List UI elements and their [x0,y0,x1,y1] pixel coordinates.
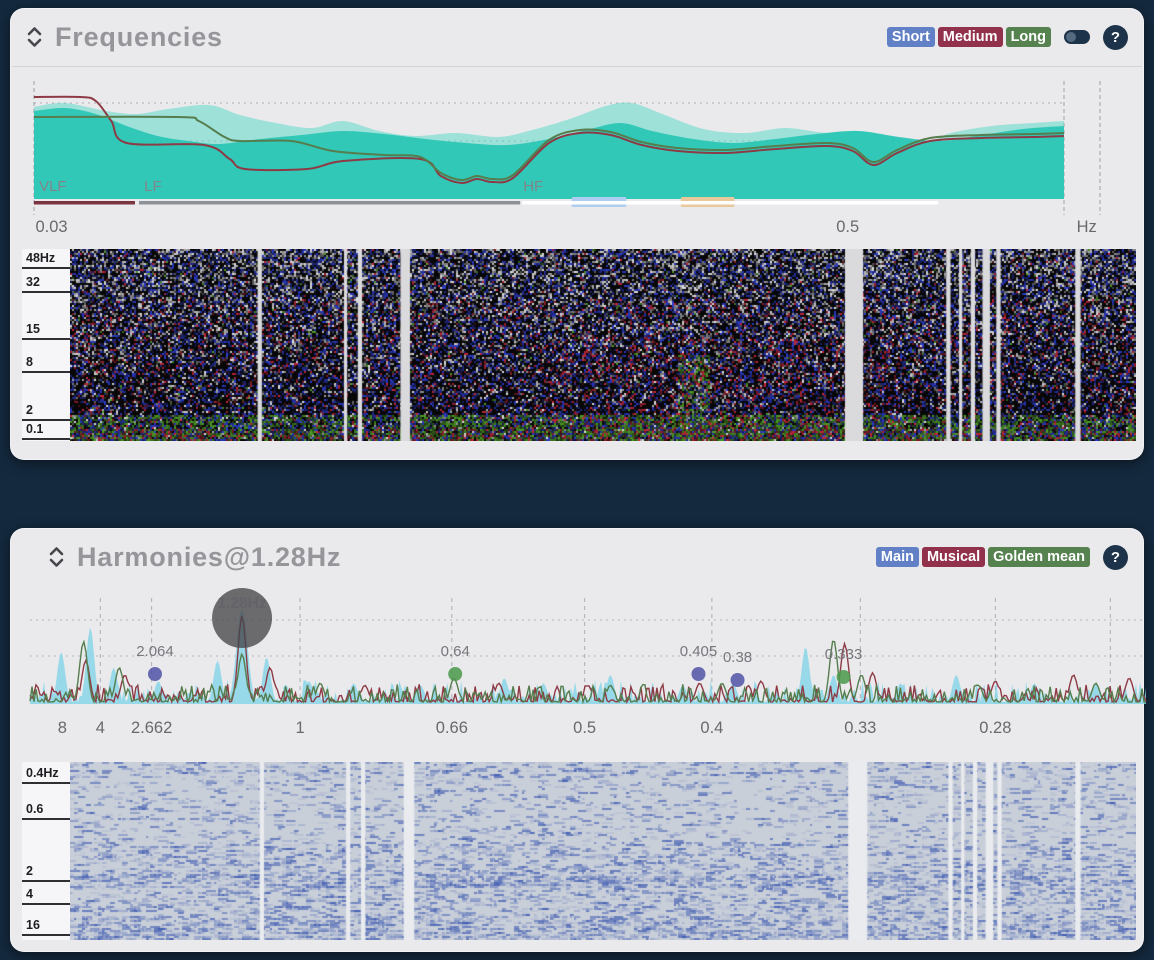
harmonies-header: Harmonies@1.28Hz Main Musical Golden mea… [10,528,1144,586]
collapse-expand-icon[interactable] [48,545,65,569]
x-tick: 0.5 [573,719,596,738]
x-tick: 8 [58,719,67,738]
frequencies-help-button[interactable]: ? [1103,25,1128,50]
svg-text:0.333: 0.333 [825,646,863,663]
x-tick: 0.28 [979,719,1011,738]
svg-text:0.405: 0.405 [680,643,718,660]
y-axis-label: 16 [22,917,70,936]
harmonies-spectrogram-canvas[interactable] [70,762,1136,940]
svg-text:0.64: 0.64 [441,643,470,660]
toggle-knob [1066,32,1076,42]
frequencies-legend: Short Medium Long ? [887,25,1128,50]
harmonies-spectrogram-y-axis: 0.4Hz 0.6 2 4 16 [22,762,70,940]
x-tick: 1 [295,719,304,738]
legend-badge-medium[interactable]: Medium [938,27,1003,47]
frequencies-title: Frequencies [55,22,223,53]
harmonies-spectrogram: 0.4Hz 0.6 2 4 16 [22,762,1136,940]
legend-toggle[interactable] [1064,30,1090,44]
harmonies-x-axis: 8 4 2.662 1 0.66 0.5 0.4 0.33 0.28 [30,716,1146,746]
collapse-expand-icon[interactable] [26,25,43,49]
svg-text:VLF: VLF [39,178,67,195]
harmonies-chart[interactable]: 1.28Hz 2.064 0.64 0.405 0.38 0.333 [30,592,1146,716]
svg-text:LF: LF [144,178,162,195]
frequencies-panel: Frequencies Short Medium Long ? VLFLFHF … [10,8,1144,460]
legend-badge-short[interactable]: Short [887,27,935,47]
y-axis-label: 8 [22,354,70,373]
svg-text:2.064: 2.064 [136,643,174,660]
frequencies-header: Frequencies Short Medium Long ? [10,8,1144,66]
svg-text:0.38: 0.38 [723,649,752,666]
x-tick: 2.662 [131,719,172,738]
y-axis-label: 0.1 [22,421,70,440]
y-axis-label: 0.6 [22,801,70,820]
harmonies-chart-svg: 1.28Hz 2.064 0.64 0.405 0.38 0.333 [30,592,1146,716]
x-tick: 4 [96,719,105,738]
legend-badge-main[interactable]: Main [876,547,919,567]
frequencies-spectrogram: 48Hz 32 15 8 20.1 [22,249,1136,441]
y-axis-label: 0.4Hz [22,765,70,784]
svg-text:1.28Hz: 1.28Hz [217,595,266,612]
legend-badge-musical[interactable]: Musical [922,547,985,567]
legend-badge-golden-mean[interactable]: Golden mean [988,547,1090,567]
y-axis-label: 32 [22,274,70,293]
harmonies-title: Harmonies@1.28Hz [77,542,341,573]
x-tick: 0.5 [836,218,859,237]
x-tick: Hz [1077,218,1097,237]
frequencies-chart[interactable]: VLF LF HF [34,81,1064,215]
legend-badge-long[interactable]: Long [1006,27,1051,47]
frequencies-spectrogram-y-axis: 48Hz 32 15 8 20.1 [22,249,70,441]
y-axis-label: 48Hz [22,250,70,269]
y-axis-label: 4 [22,886,70,905]
harmonies-help-button[interactable]: ? [1103,545,1128,570]
header-divider [12,66,1142,67]
frequencies-x-axis: 0.030.5Hz [34,215,1064,241]
frequencies-spectrogram-canvas[interactable] [70,249,1136,441]
x-tick: 0.03 [35,218,67,237]
x-tick: 0.4 [700,719,723,738]
frequencies-chart-svg: VLF LF HF [34,81,1064,215]
x-tick: 0.33 [844,719,876,738]
x-tick: 0.66 [436,719,468,738]
harmonies-legend: Main Musical Golden mean ? [876,545,1128,570]
y-axis-label: 2 [22,863,70,882]
harmonies-panel: Harmonies@1.28Hz Main Musical Golden mea… [10,528,1144,952]
y-axis-label: 15 [22,321,70,340]
y-axis-label: 2 [22,402,70,421]
svg-text:HF: HF [523,178,543,195]
